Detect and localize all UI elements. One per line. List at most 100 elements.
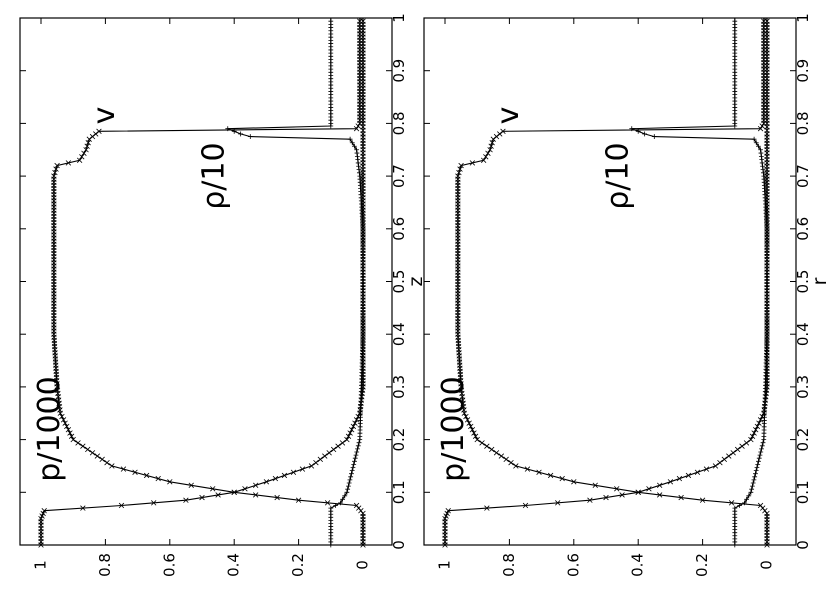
x-axis-label: r xyxy=(809,277,830,285)
data-point xyxy=(717,459,723,466)
data-point xyxy=(247,134,253,139)
data-point xyxy=(748,489,754,495)
data-point xyxy=(231,489,237,495)
annotation-p1000: p/1000 xyxy=(32,376,67,482)
data-point xyxy=(756,455,762,461)
data-point xyxy=(739,443,745,449)
data-point xyxy=(238,131,244,137)
data-point xyxy=(344,436,350,443)
data-point xyxy=(339,440,346,446)
data-point xyxy=(754,423,761,430)
y-tick-label: 0.4 xyxy=(225,553,243,577)
data-point xyxy=(281,472,288,479)
data-point xyxy=(349,427,355,433)
data-point xyxy=(118,502,125,509)
data-point xyxy=(753,468,759,473)
data-point xyxy=(355,123,361,129)
data-point xyxy=(356,170,362,176)
data-point xyxy=(199,494,205,501)
data-point xyxy=(76,157,83,163)
data-point xyxy=(712,463,719,469)
data-point xyxy=(355,413,361,420)
data-point xyxy=(60,417,67,423)
data-point xyxy=(352,143,357,149)
data-point xyxy=(493,133,500,140)
data-point xyxy=(522,502,529,509)
data-point xyxy=(485,150,491,156)
annotation-v: v xyxy=(491,107,526,125)
data-point xyxy=(751,477,757,483)
y-tick-label: 0 xyxy=(758,560,776,570)
data-point xyxy=(753,140,759,146)
data-point xyxy=(755,462,761,467)
data-point xyxy=(155,475,161,482)
y-tick-label: 0 xyxy=(354,560,372,570)
data-point xyxy=(188,482,194,488)
data-point xyxy=(587,497,593,503)
data-point xyxy=(559,475,565,482)
data-point xyxy=(322,453,328,459)
data-point xyxy=(349,468,355,473)
data-point xyxy=(699,497,706,503)
data-point xyxy=(759,160,765,166)
x-tick-label: 0.2 xyxy=(794,428,812,452)
data-point xyxy=(751,430,757,436)
data-point xyxy=(354,147,359,153)
data-point xyxy=(619,492,625,498)
data-point xyxy=(324,500,331,506)
data-point xyxy=(295,497,302,503)
data-point xyxy=(759,443,765,449)
x-tick-label: 0.9 xyxy=(390,59,408,83)
plot-frame xyxy=(19,17,393,546)
data-point xyxy=(750,483,755,489)
series-line-10 xyxy=(631,18,768,545)
data-point xyxy=(464,417,471,423)
data-point xyxy=(215,492,221,498)
data-point xyxy=(356,163,361,169)
data-point xyxy=(242,486,248,492)
data-point xyxy=(53,166,59,172)
data-point xyxy=(445,508,451,514)
data-point xyxy=(231,128,237,134)
data-point xyxy=(151,500,157,506)
data-point xyxy=(252,482,259,488)
data-point xyxy=(357,173,363,179)
data-point xyxy=(183,497,189,503)
data-point xyxy=(474,436,480,443)
data-point xyxy=(571,479,577,485)
data-point xyxy=(167,479,173,485)
data-point xyxy=(80,443,86,449)
data-point xyxy=(479,440,485,446)
data-point xyxy=(500,128,506,134)
data-point xyxy=(760,170,766,176)
x-tick-label: 0.5 xyxy=(390,270,408,294)
data-point xyxy=(84,143,90,149)
data-point xyxy=(513,463,519,469)
series-line-10 xyxy=(227,18,364,545)
data-point xyxy=(354,449,360,455)
data-point xyxy=(489,446,495,453)
data-point xyxy=(81,150,87,156)
annotation-10: ρ/10 xyxy=(196,142,231,209)
data-point xyxy=(274,494,280,501)
data-point xyxy=(345,486,351,492)
data-point xyxy=(471,430,477,436)
data-point xyxy=(759,157,765,163)
data-point xyxy=(86,136,92,142)
data-point xyxy=(458,162,464,169)
data-point xyxy=(340,496,346,502)
data-point xyxy=(346,483,351,489)
data-point xyxy=(746,493,752,499)
data-point xyxy=(347,430,353,436)
data-point xyxy=(272,475,279,482)
data-point xyxy=(346,480,352,486)
data-point xyxy=(480,157,487,163)
data-point xyxy=(753,471,758,477)
data-point xyxy=(484,443,490,449)
data-point xyxy=(75,440,81,446)
data-point xyxy=(455,173,461,179)
data-point xyxy=(80,505,86,511)
data-point xyxy=(748,436,754,443)
data-point xyxy=(326,450,332,456)
data-point xyxy=(463,413,469,420)
